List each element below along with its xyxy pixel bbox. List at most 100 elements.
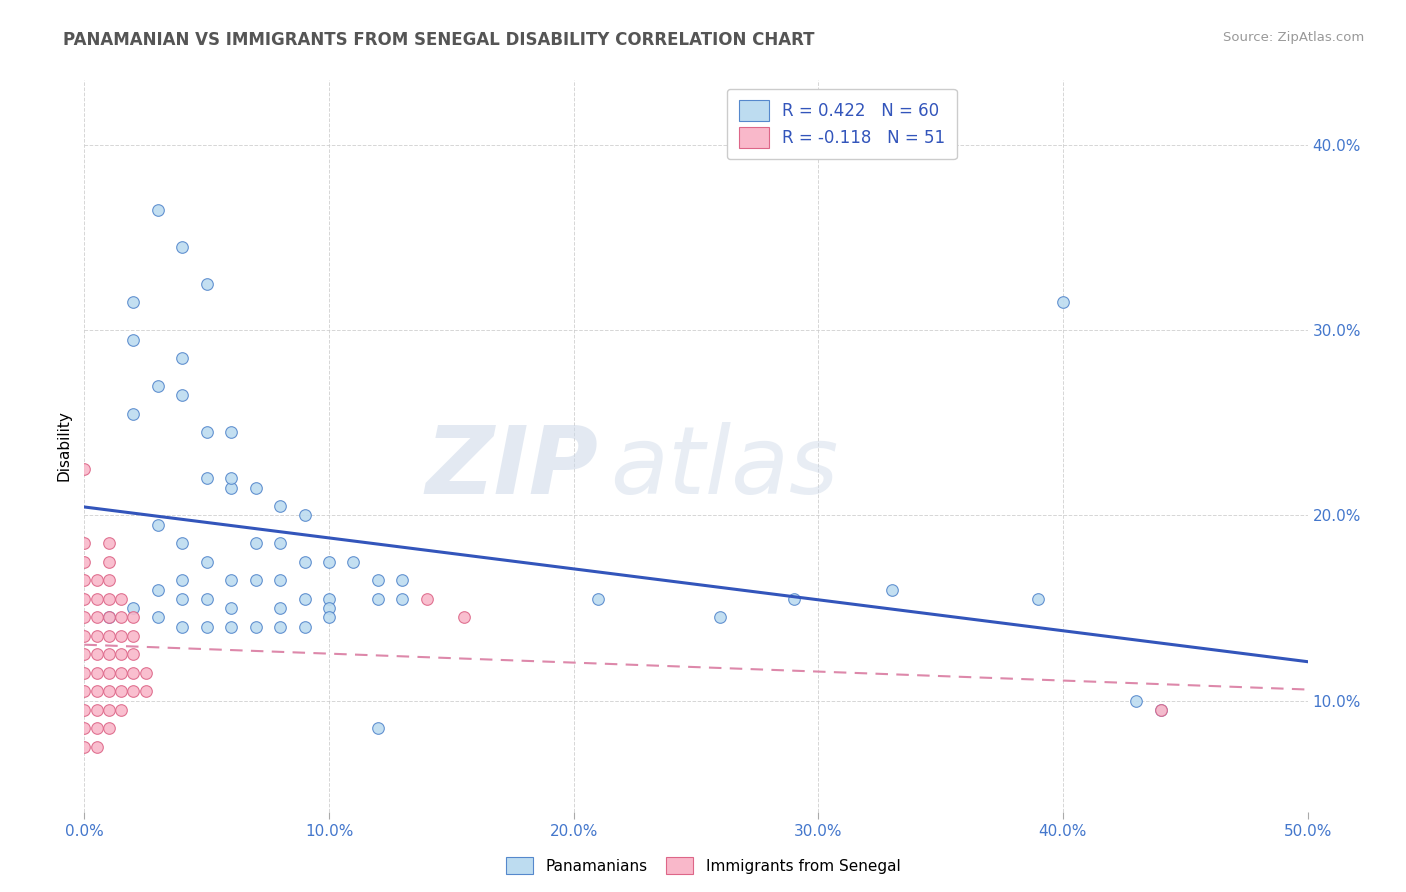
Point — [342, 555, 364, 569]
Point — [97, 648, 120, 662]
Point — [172, 619, 194, 633]
Text: Source: ZipAtlas.com: Source: ZipAtlas.com — [1223, 31, 1364, 45]
Point — [269, 499, 291, 513]
Point — [219, 425, 242, 439]
Point — [122, 295, 145, 310]
Point — [294, 591, 316, 606]
Point — [86, 591, 108, 606]
Point — [73, 629, 96, 643]
Point — [110, 665, 132, 680]
Point — [1150, 703, 1173, 717]
Point — [110, 648, 132, 662]
Point — [453, 610, 475, 624]
Point — [97, 574, 120, 588]
Point — [97, 665, 120, 680]
Point — [86, 629, 108, 643]
Point — [110, 629, 132, 643]
Legend: Panamanians, Immigrants from Senegal: Panamanians, Immigrants from Senegal — [499, 851, 907, 880]
Point — [219, 601, 242, 615]
Point — [1125, 693, 1147, 707]
Text: atlas: atlas — [610, 423, 838, 514]
Point — [122, 648, 145, 662]
Point — [86, 665, 108, 680]
Point — [172, 574, 194, 588]
Point — [122, 601, 145, 615]
Point — [391, 574, 413, 588]
Text: PANAMANIAN VS IMMIGRANTS FROM SENEGAL DISABILITY CORRELATION CHART: PANAMANIAN VS IMMIGRANTS FROM SENEGAL DI… — [63, 31, 814, 49]
Point — [367, 591, 389, 606]
Point — [73, 703, 96, 717]
Point — [86, 703, 108, 717]
Point — [86, 574, 108, 588]
Point — [172, 240, 194, 254]
Point — [73, 591, 96, 606]
Point — [73, 610, 96, 624]
Point — [172, 536, 194, 550]
Point — [73, 722, 96, 736]
Point — [1150, 703, 1173, 717]
Point — [294, 508, 316, 523]
Point — [146, 379, 169, 393]
Point — [195, 425, 218, 439]
Point — [1028, 591, 1050, 606]
Point — [245, 574, 267, 588]
Point — [367, 574, 389, 588]
Point — [73, 555, 96, 569]
Point — [73, 462, 96, 476]
Point — [195, 555, 218, 569]
Point — [110, 591, 132, 606]
Point — [86, 739, 108, 754]
Y-axis label: Disability: Disability — [56, 410, 72, 482]
Point — [318, 610, 340, 624]
Point — [122, 333, 145, 347]
Point — [110, 684, 132, 698]
Legend: R = 0.422   N = 60, R = -0.118   N = 51: R = 0.422 N = 60, R = -0.118 N = 51 — [727, 88, 956, 160]
Point — [73, 648, 96, 662]
Point — [122, 684, 145, 698]
Point — [1052, 295, 1074, 310]
Point — [367, 722, 389, 736]
Point — [269, 574, 291, 588]
Point — [97, 703, 120, 717]
Point — [97, 610, 120, 624]
Point — [294, 555, 316, 569]
Point — [195, 591, 218, 606]
Point — [219, 619, 242, 633]
Point — [97, 555, 120, 569]
Text: ZIP: ZIP — [425, 422, 598, 514]
Point — [146, 202, 169, 217]
Point — [97, 536, 120, 550]
Point — [97, 684, 120, 698]
Point — [172, 351, 194, 365]
Point — [73, 739, 96, 754]
Point — [110, 703, 132, 717]
Point — [86, 610, 108, 624]
Point — [586, 591, 609, 606]
Point — [146, 517, 169, 532]
Point — [219, 481, 242, 495]
Point — [73, 574, 96, 588]
Point — [709, 610, 731, 624]
Point — [97, 722, 120, 736]
Point — [269, 601, 291, 615]
Point — [97, 610, 120, 624]
Point — [245, 536, 267, 550]
Point — [86, 684, 108, 698]
Point — [135, 684, 157, 698]
Point — [146, 610, 169, 624]
Point — [97, 591, 120, 606]
Point — [269, 536, 291, 550]
Point — [195, 471, 218, 485]
Point — [880, 582, 903, 597]
Point — [269, 619, 291, 633]
Point — [146, 582, 169, 597]
Point — [245, 619, 267, 633]
Point — [245, 481, 267, 495]
Point — [122, 629, 145, 643]
Point — [135, 665, 157, 680]
Point — [86, 722, 108, 736]
Point — [219, 574, 242, 588]
Point — [294, 619, 316, 633]
Point — [172, 388, 194, 402]
Point — [783, 591, 806, 606]
